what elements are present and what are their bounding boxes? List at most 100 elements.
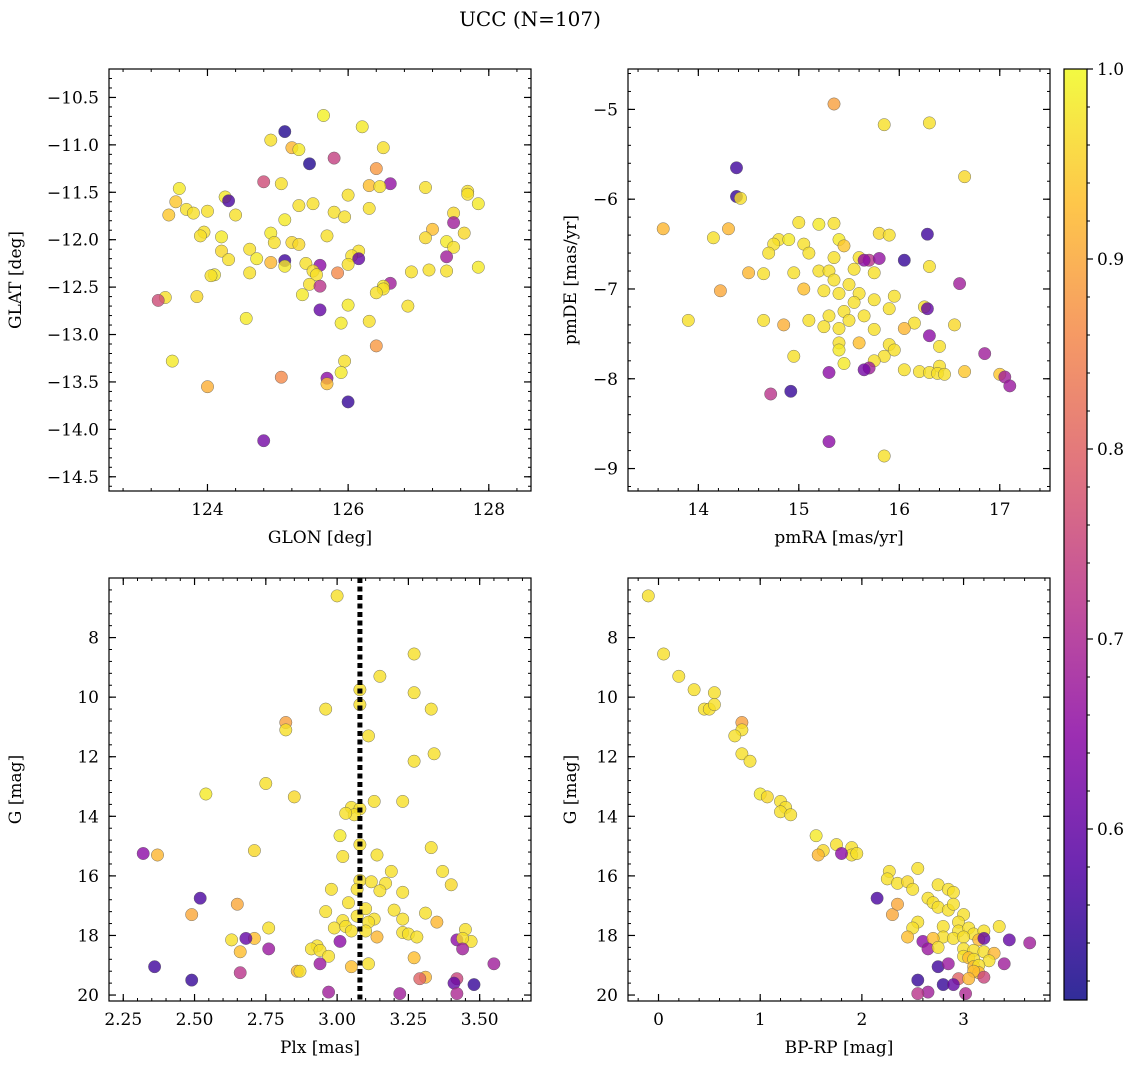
glon-glat-point	[257, 434, 271, 448]
pmra-pmde-point	[827, 216, 841, 230]
plx-g-xlabel: Plx [mas]	[280, 1038, 360, 1058]
plx-g-ytick-label: 14	[77, 807, 99, 827]
bprp-g-point	[962, 972, 976, 986]
plx-g-point	[339, 806, 353, 820]
plx-g-point	[362, 957, 375, 971]
pmra-pmde-xtick-label: 14	[688, 500, 710, 520]
glon-glat-point	[215, 244, 228, 258]
glon-glat-point	[172, 182, 186, 195]
pmra-pmde-point	[842, 313, 856, 327]
glon-glat-point	[426, 222, 439, 236]
panels: 124 126 128−14.5−14.0−13.5−13.0−12.5−12.0−…	[6, 68, 1051, 1058]
plx-g-point	[410, 930, 424, 944]
glon-glat-point	[274, 370, 288, 384]
bprp-g-ytick-label: 10	[596, 688, 618, 708]
bprp-g-xtick-label: 2	[856, 1010, 867, 1030]
glon-glat-point	[243, 266, 257, 280]
glon-glat-point	[303, 277, 316, 291]
plx-g-xtick-label: 2.75	[247, 1010, 285, 1030]
pmra-pmde-point	[764, 387, 778, 401]
glon-glat-point	[373, 180, 387, 194]
pmra-pmde-point	[872, 252, 886, 265]
pmra-pmde-point	[730, 161, 743, 175]
glon-glat-point	[190, 290, 204, 303]
pmra-pmde-point	[714, 284, 727, 298]
pmra-pmde-point	[707, 231, 720, 245]
plx-g-ytick-label: 8	[88, 629, 99, 649]
pmra-pmde-ytick-label: −6	[593, 190, 618, 210]
glon-glat-point	[471, 260, 485, 274]
bprp-g-ytick-label: 18	[596, 926, 618, 946]
pmra-pmde-point	[762, 246, 776, 260]
pmra-pmde-point	[832, 343, 846, 357]
figure-title: UCC (N=107)	[459, 7, 601, 31]
pmra-pmde-point	[827, 251, 841, 265]
plx-g-xtick-label: 3.25	[389, 1010, 427, 1030]
bprp-g-point	[947, 897, 960, 911]
plx-g-point	[370, 930, 384, 944]
plx-g-point	[373, 669, 387, 683]
glon-glat-point	[341, 257, 355, 271]
pmra-pmde-point	[852, 336, 866, 350]
bprp-g-point	[835, 847, 848, 860]
glon-glat-point	[162, 208, 176, 222]
plx-g-point	[359, 902, 372, 916]
bprp-g-point	[809, 829, 823, 843]
plx-g-xtick-label: 3.50	[461, 1010, 499, 1030]
pmra-pmde-point	[817, 284, 831, 298]
pmra-pmde-point	[1003, 379, 1017, 393]
glon-glat-point	[264, 256, 278, 269]
pmra-pmde-point	[734, 191, 747, 205]
plx-g-point	[364, 875, 378, 889]
colorbar: 0.6 0.7 0.8 0.9 1.0	[1063, 60, 1124, 1001]
glon-glat-point	[165, 354, 179, 368]
pmra-pmde-points	[656, 97, 1017, 463]
bprp-g-ytick-label: 12	[596, 748, 618, 768]
bprp-g-point	[760, 790, 774, 804]
pmra-pmde-point	[722, 222, 735, 236]
plx-g-point	[344, 960, 358, 974]
glon-glat-point	[334, 366, 348, 379]
pmra-pmde-xlabel: pmRA [mas/yr]	[774, 528, 903, 548]
glon-glat-ytick-label: −11.5	[47, 183, 99, 203]
pmra-pmde-point	[923, 116, 936, 130]
bprp-g-ytick-label: 20	[596, 986, 618, 1006]
bprp-g-point	[870, 891, 884, 905]
pmra-pmde-point	[847, 295, 861, 309]
glon-glat-point	[292, 237, 306, 251]
glon-glat-point	[250, 252, 264, 266]
pmra-pmde-point	[897, 322, 911, 335]
glon-glat-point	[440, 264, 453, 278]
pmra-pmde-point	[867, 266, 881, 280]
plx-g-point	[336, 850, 350, 863]
pmra-pmde-point	[857, 309, 871, 323]
bprp-g-point	[931, 941, 945, 954]
glon-glat-point	[461, 187, 475, 201]
bprp-g-point	[850, 847, 864, 860]
pmra-pmde-point	[923, 260, 936, 273]
plx-g-point	[324, 882, 338, 896]
pmra-pmde-point	[897, 363, 911, 377]
glon-glat-point	[151, 293, 165, 307]
glon-glat-point	[369, 162, 383, 176]
pmra-pmde-point	[787, 266, 801, 280]
bprp-g-xlabel: BP-RP [mag]	[785, 1038, 894, 1058]
plx-g-point	[427, 747, 441, 761]
glon-glat-point	[229, 208, 243, 222]
pmra-pmde-point	[921, 227, 934, 241]
glon-glat-point	[169, 195, 183, 209]
glon-glat-point	[267, 236, 281, 249]
glon-glat-point	[313, 303, 327, 317]
glon-glat-xtick-label: 124	[191, 500, 223, 520]
plx-g-point	[387, 903, 401, 917]
pmra-pmde-point	[933, 339, 946, 353]
bprp-g-point	[891, 897, 904, 911]
glon-glat-ticks: 124 126 128 −14.5 −14.0 −13.5 −13.0 −12.5 −12.0 −…	[47, 68, 531, 520]
plx-g-point	[136, 847, 150, 860]
plx-g-point	[327, 921, 341, 935]
pmra-pmde-point	[656, 222, 670, 236]
pmra-pmde-point	[908, 316, 921, 330]
glon-glat-point	[317, 109, 330, 122]
